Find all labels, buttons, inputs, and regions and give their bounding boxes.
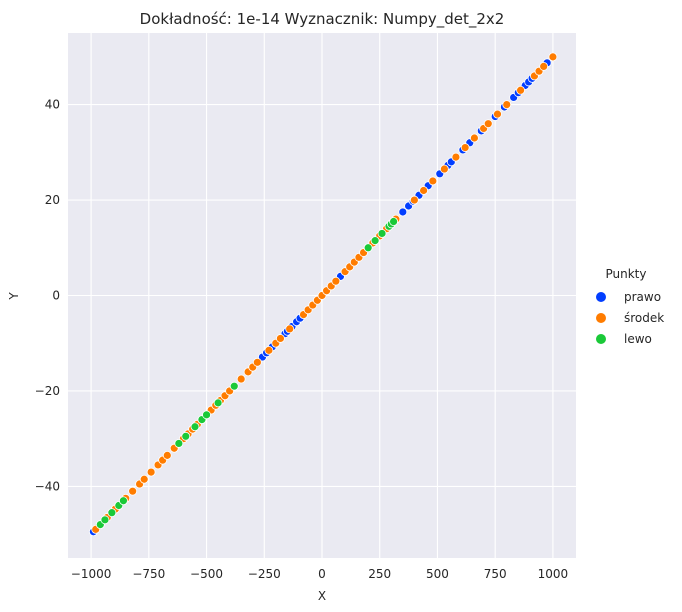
point-lewo [100, 515, 110, 525]
point-środek [285, 324, 295, 334]
y-tick-label: 40 [45, 98, 60, 112]
point-środek [146, 467, 156, 477]
point-lewo [363, 243, 373, 253]
x-tick-label: 0 [318, 567, 326, 581]
legend-item-środek: środek [624, 311, 664, 325]
point-środek [439, 164, 449, 174]
point-środek [516, 85, 525, 95]
point-środek [428, 176, 438, 186]
x-tick-label: 1000 [538, 567, 569, 581]
y-tick-label: −40 [35, 479, 60, 493]
data-points [89, 52, 558, 537]
point-środek [493, 109, 502, 119]
point-środek [483, 119, 493, 129]
point-środek [502, 100, 512, 109]
point-środek [409, 195, 419, 205]
legend: Punkty prawo środek lewo [596, 267, 664, 346]
y-axis-ticks: −40 −20 0 20 40 [35, 98, 60, 494]
point-środek [451, 152, 461, 162]
point-lewo [107, 508, 117, 518]
x-tick-label: −750 [132, 567, 165, 581]
x-tick-label: −250 [248, 567, 281, 581]
x-tick-label: −500 [190, 567, 223, 581]
point-środek [276, 334, 285, 343]
y-tick-label: −20 [35, 384, 60, 398]
y-tick-label: 20 [45, 193, 60, 207]
point-środek [252, 357, 262, 367]
point-środek [236, 374, 246, 384]
x-axis-ticks: −1000 −750 −500 −250 0 250 500 750 1000 [71, 567, 568, 581]
point-lewo [181, 431, 191, 441]
point-lewo [370, 236, 380, 246]
y-tick-label: 0 [52, 289, 60, 303]
point-lewo [213, 398, 223, 408]
point-prawo [398, 207, 408, 217]
point-środek [128, 486, 138, 496]
legend-marker-prawo [596, 292, 606, 302]
point-lewo [229, 381, 239, 391]
legend-marker-lewo [596, 334, 606, 344]
point-środek [331, 276, 341, 286]
x-axis-label: X [318, 589, 326, 603]
legend-title: Punkty [606, 267, 647, 281]
point-środek [162, 450, 172, 460]
legend-item-lewo: lewo [624, 332, 652, 346]
chart-title: Dokładność: 1e-14 Wyznacznik: Numpy_det_… [140, 10, 505, 29]
point-lewo [190, 422, 200, 432]
point-środek [139, 474, 149, 484]
legend-item-prawo: prawo [624, 290, 661, 304]
point-lewo [174, 439, 184, 448]
point-środek [460, 143, 470, 152]
point-środek [469, 133, 479, 143]
point-środek [264, 345, 274, 355]
y-axis-label: Y [7, 292, 21, 301]
legend-marker-środek [596, 313, 606, 323]
x-tick-label: 750 [484, 567, 507, 581]
point-środek [539, 62, 549, 71]
point-lewo [389, 217, 398, 226]
point-lewo [202, 410, 211, 420]
point-środek [548, 52, 558, 62]
x-tick-label: −1000 [71, 567, 112, 581]
point-środek [419, 186, 429, 195]
point-lewo [119, 496, 128, 506]
x-tick-label: 500 [426, 567, 449, 581]
point-lewo [377, 229, 387, 238]
x-tick-label: 250 [368, 567, 391, 581]
